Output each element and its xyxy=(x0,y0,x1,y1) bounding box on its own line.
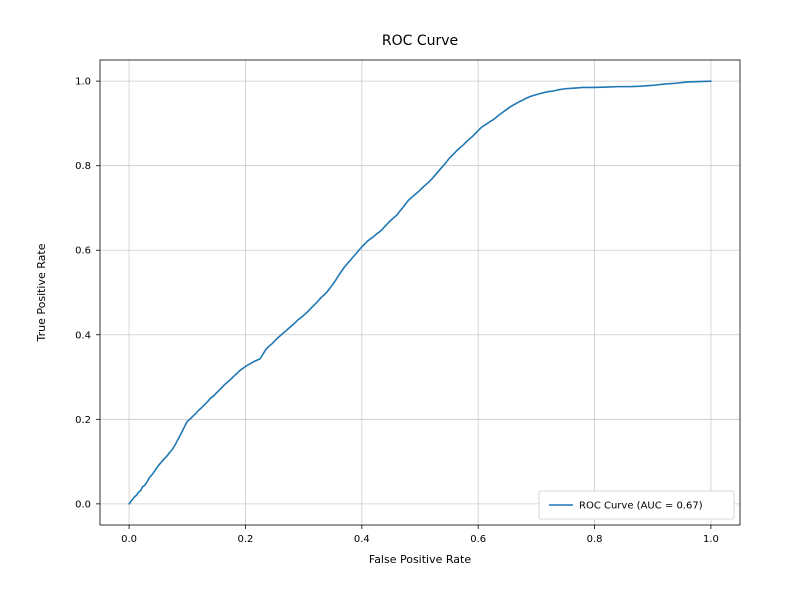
x-tick-label: 0.2 xyxy=(238,534,254,545)
x-tick-label: 0.4 xyxy=(354,534,370,545)
y-tick-label: 1.0 xyxy=(75,77,91,88)
y-tick-label: 0.6 xyxy=(75,246,91,257)
y-tick-label: 0.4 xyxy=(75,330,91,341)
x-tick-label: 0.8 xyxy=(587,534,603,545)
chart-title: ROC Curve xyxy=(382,33,458,49)
y-tick-label: 0.0 xyxy=(75,499,91,510)
x-tick-label: 0.0 xyxy=(121,534,137,545)
x-axis-label: False Positive Rate xyxy=(369,553,471,566)
x-tick-label: 0.6 xyxy=(470,534,486,545)
roc-chart: 0.0 0.2 0.4 0.6 0.8 1.0 0.0 0.2 0.4 0.6 0.8 1.0 Fals… xyxy=(0,0,800,600)
y-axis-label: True Positive Rate xyxy=(35,243,48,342)
y-tick-label: 0.8 xyxy=(75,161,91,172)
y-tick-label: 0.2 xyxy=(75,415,91,426)
legend-label: ROC Curve (AUC = 0.67) xyxy=(579,501,703,512)
x-tick-label: 1.0 xyxy=(703,534,719,545)
